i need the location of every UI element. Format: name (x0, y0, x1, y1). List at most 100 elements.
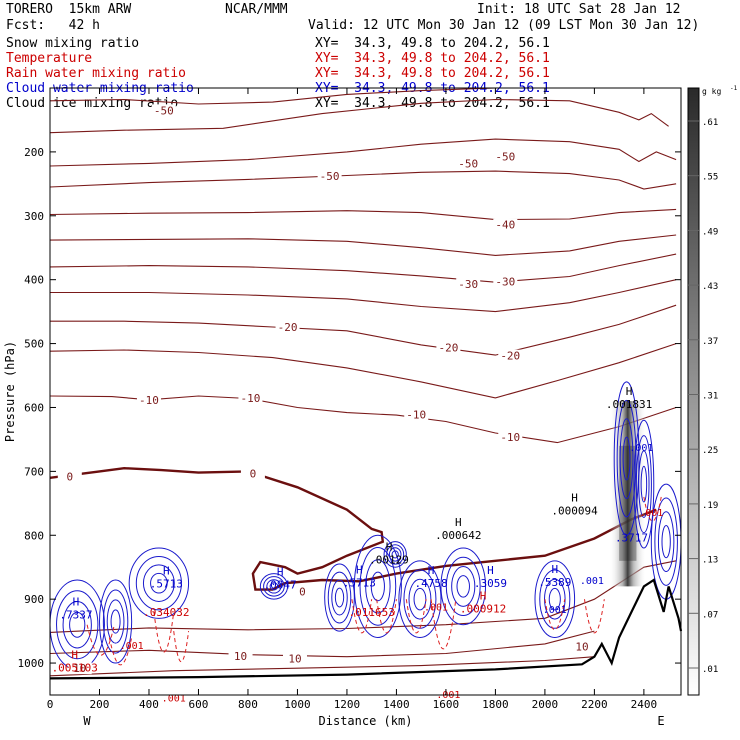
x-tick-label: 2400 (631, 698, 658, 711)
cloud-water-contour (69, 611, 86, 638)
init-time: Init: 18 UTC Sat 28 Jan 12 (477, 2, 681, 17)
isotherm-line (49, 234, 677, 256)
isotherm-label: -10 (240, 392, 260, 405)
cloud-water-contour (98, 579, 133, 664)
cloud-water-contour (56, 590, 99, 660)
x-tick-label: 400 (139, 698, 159, 711)
rain-contour (108, 637, 133, 666)
x-tick-label: 0 (47, 698, 54, 711)
x-tick-label: 800 (238, 698, 258, 711)
cloud-water-contour (445, 556, 481, 617)
cloud-water-contour (263, 576, 285, 597)
isotherm-line (49, 170, 677, 190)
field-xy-rain: XY= 34.3, 49.8 to 204.2, 56.1 (315, 66, 550, 81)
cloud-water-contour (638, 450, 650, 518)
cloud-water-contour (128, 547, 190, 619)
max-value-label: .5713 (150, 578, 183, 591)
colorbar (687, 87, 700, 696)
cloud-water-contour (408, 578, 432, 620)
isotherm-label: -10 (139, 394, 159, 407)
cloud-water-contour (142, 564, 175, 602)
isotherm-label-bg (228, 650, 253, 663)
max-value-label: .5713 (343, 576, 376, 589)
cloud-water-contour (266, 579, 282, 594)
max-value-label: .4758 (415, 577, 448, 590)
cloud-water-contour (650, 483, 682, 600)
y-tick-label: 500 (24, 338, 44, 351)
valid-time: Valid: 12 UTC Mon 30 Jan 12 (09 LST Mon … (308, 18, 700, 33)
isotherm-line (49, 343, 677, 399)
max-marker: H (626, 385, 633, 398)
x-tick-label: 2200 (581, 698, 608, 711)
isotherm-label: 10 (288, 653, 301, 666)
cloud-water-contour (451, 565, 476, 607)
isotherm-label: 10 (575, 640, 588, 653)
cloud-water-contour (616, 399, 637, 518)
max-marker: H (163, 565, 170, 578)
colorbar-level-label: .31 (702, 392, 718, 402)
cloud-water-contour (331, 579, 348, 616)
y-tick-label: 700 (24, 465, 44, 478)
cloud-water-contour (654, 497, 678, 586)
zero-isotherm-line (49, 466, 657, 591)
y-tick-label: 600 (24, 401, 44, 414)
terrain-line (49, 578, 683, 680)
isotherm-line (49, 138, 677, 167)
contour-value-label: .001 (639, 508, 663, 519)
isotherm-label-bg (57, 470, 82, 483)
contour-value-label: .001 (424, 603, 448, 614)
isotherm-label-bg (317, 170, 342, 183)
colorbar-unit-exponent: -1 (730, 85, 738, 92)
max-value-label: .0847 (264, 578, 297, 591)
isotherm-label: -50 (154, 104, 174, 117)
cloud-water-contour (365, 559, 391, 614)
model-title: TORERO 15km ARW (6, 2, 132, 17)
isotherm-label-bg (238, 391, 263, 404)
cloud-water-contour (135, 555, 182, 611)
cloud-water-contour (110, 609, 121, 634)
isotherm-line (49, 560, 677, 633)
cloud-water-contour (106, 599, 125, 644)
isotherm-label: 0 (66, 470, 73, 483)
field-xy-temperature: XY= 34.3, 49.8 to 204.2, 56.1 (315, 51, 550, 66)
isotherm-line (50, 304, 677, 356)
isotherm-label-bg (282, 652, 307, 665)
max-value-label: .000912 (460, 603, 506, 616)
cloud-water-contour (534, 560, 576, 638)
colorbar-level-label: .43 (702, 282, 718, 292)
rain-contour (583, 599, 605, 634)
max-marker: H (386, 540, 393, 553)
cloud-water-contour (150, 572, 168, 594)
y-tick-label: 1000 (18, 657, 45, 670)
isotherm-label: 0 (299, 585, 306, 598)
max-marker: H (277, 565, 284, 578)
cloud-water-contour (440, 547, 487, 626)
x-tick-label: 600 (189, 698, 209, 711)
max-value-label: .5389 (538, 576, 571, 589)
rain-contour (430, 599, 457, 650)
isotherm-label-bg (456, 278, 481, 291)
colorbar-level-label: .37 (702, 337, 718, 347)
cloud-water-contour (388, 547, 402, 562)
cloud-water-contour (324, 563, 355, 632)
max-marker: H (455, 516, 462, 529)
max-value-label: .034032 (143, 606, 189, 619)
isotherm-label: -50 (495, 150, 515, 163)
x-tick-label: 2000 (532, 698, 559, 711)
max-value-label: .000094 (551, 504, 598, 517)
y-tick-label: 800 (24, 529, 44, 542)
max-marker: H (71, 648, 78, 661)
isotherm-label-bg (290, 585, 315, 598)
forecast-hour: Fcst: 42 h (6, 18, 100, 33)
isotherm-label: -10 (500, 431, 520, 444)
isotherm-label: -50 (458, 157, 478, 170)
colorbar-unit: g kg (702, 87, 721, 96)
cloud-water-contour (456, 575, 470, 598)
contour-value-label: .001 (436, 690, 460, 701)
isotherm-line (49, 253, 677, 283)
rain-contour (351, 599, 373, 634)
max-marker: H (551, 563, 558, 576)
isotherm-label: 10 (234, 650, 247, 663)
source-label: NCAR/MMM (225, 2, 288, 17)
cloud-water-contour (619, 418, 634, 499)
